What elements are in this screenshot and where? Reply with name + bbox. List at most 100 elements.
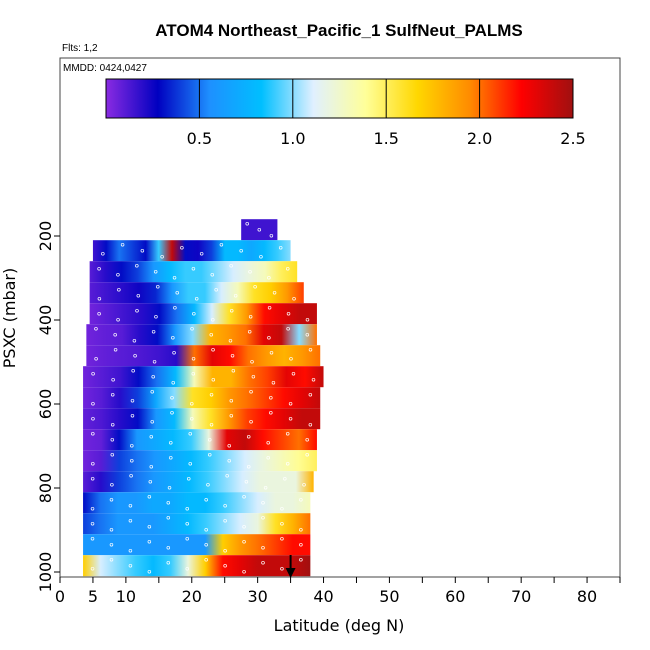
sample-marker bbox=[149, 434, 154, 439]
sample-marker bbox=[250, 359, 254, 364]
sample-marker bbox=[147, 539, 152, 544]
sample-marker bbox=[90, 476, 95, 481]
sample-marker bbox=[288, 416, 293, 421]
sample-marker bbox=[231, 368, 236, 373]
sample-marker bbox=[199, 251, 204, 256]
sample-marker bbox=[311, 377, 316, 382]
sample-marker bbox=[169, 440, 173, 445]
sample-marker bbox=[263, 485, 268, 490]
sample-marker bbox=[171, 380, 175, 385]
sample-marker bbox=[186, 476, 191, 481]
x-tick-label: 40 bbox=[313, 587, 333, 606]
sample-marker bbox=[280, 536, 284, 541]
sample-marker bbox=[223, 548, 227, 553]
sample-marker bbox=[190, 326, 194, 331]
sample-marker bbox=[130, 398, 135, 403]
sample-marker bbox=[188, 431, 193, 436]
sample-marker bbox=[136, 293, 141, 298]
sample-marker bbox=[249, 389, 253, 394]
heatmap-row bbox=[89, 261, 298, 283]
sample-marker bbox=[166, 560, 171, 565]
sample-marker bbox=[267, 335, 271, 340]
sample-marker bbox=[227, 458, 231, 463]
sample-marker bbox=[229, 308, 234, 313]
sample-marker bbox=[117, 287, 121, 292]
y-tick-label: 800 bbox=[36, 473, 55, 504]
colorbar-tick-label: 1.5 bbox=[373, 129, 398, 148]
sample-marker bbox=[214, 287, 218, 292]
sample-marker bbox=[285, 266, 290, 271]
sample-marker bbox=[269, 410, 273, 415]
x-tick-label: 10 bbox=[116, 587, 136, 606]
sample-marker bbox=[228, 338, 233, 343]
sample-marker bbox=[140, 248, 145, 253]
arrow-head bbox=[285, 568, 296, 578]
sample-marker bbox=[97, 266, 101, 271]
y-tick-label: 200 bbox=[36, 221, 55, 252]
sample-marker bbox=[135, 263, 139, 268]
sample-marker bbox=[211, 317, 215, 322]
sample-marker bbox=[94, 326, 98, 331]
heatmap-row bbox=[92, 240, 291, 262]
sample-marker bbox=[101, 251, 105, 256]
sample-marker bbox=[191, 371, 196, 376]
sample-marker bbox=[188, 461, 193, 466]
sample-marker bbox=[151, 374, 155, 379]
sample-marker bbox=[229, 413, 234, 418]
heatmap-row bbox=[89, 303, 317, 325]
sample-marker bbox=[204, 542, 208, 547]
colorbar-tick-label: 0.5 bbox=[187, 129, 212, 148]
sample-marker bbox=[206, 482, 210, 487]
sample-marker bbox=[172, 275, 177, 280]
sample-marker bbox=[131, 368, 135, 373]
sample-marker bbox=[291, 371, 296, 376]
sample-marker bbox=[130, 458, 134, 463]
sample-marker bbox=[272, 290, 277, 295]
sample-marker bbox=[257, 227, 262, 232]
sample-marker bbox=[299, 557, 303, 562]
heatmap-row bbox=[83, 492, 311, 514]
sample-marker bbox=[192, 311, 196, 316]
sample-marker bbox=[190, 416, 194, 421]
sample-marker bbox=[299, 527, 303, 532]
sample-marker bbox=[120, 242, 125, 247]
heatmap-row bbox=[83, 471, 314, 493]
sample-marker bbox=[207, 437, 212, 442]
x-tick-label: 5 bbox=[88, 587, 98, 606]
sample-marker bbox=[209, 422, 214, 427]
heatmap-row bbox=[89, 282, 304, 304]
sample-marker bbox=[151, 329, 156, 334]
heatmap-row bbox=[83, 408, 321, 430]
sample-marker bbox=[209, 332, 214, 337]
sample-marker bbox=[156, 284, 160, 289]
heatmap-row bbox=[83, 534, 311, 556]
sample-marker bbox=[239, 248, 243, 253]
sample-marker bbox=[266, 440, 270, 445]
sample-marker bbox=[227, 443, 231, 448]
sample-marker bbox=[308, 347, 313, 352]
sample-marker bbox=[185, 536, 189, 541]
sample-marker bbox=[229, 398, 234, 403]
sample-marker bbox=[169, 455, 173, 460]
sample-marker bbox=[97, 311, 101, 316]
sample-marker bbox=[90, 506, 95, 511]
sample-marker bbox=[278, 245, 283, 250]
sample-marker bbox=[305, 452, 309, 457]
sample-marker bbox=[90, 521, 95, 526]
sample-marker bbox=[130, 443, 134, 448]
sample-marker bbox=[110, 437, 115, 442]
sample-marker bbox=[242, 494, 246, 499]
sample-marker bbox=[233, 293, 238, 298]
sample-marker bbox=[130, 413, 135, 418]
sample-marker bbox=[251, 374, 256, 379]
sample-marker bbox=[170, 395, 174, 400]
sample-marker bbox=[175, 290, 179, 295]
sample-marker bbox=[223, 563, 227, 568]
sample-marker bbox=[153, 269, 158, 274]
sample-marker bbox=[97, 296, 102, 301]
x-tick-label: 20 bbox=[182, 587, 202, 606]
sample-marker bbox=[253, 284, 257, 289]
sample-marker bbox=[160, 254, 164, 259]
sample-marker bbox=[261, 545, 265, 550]
colorbar: 0.5 1.0 1.5 2.0 2.5 bbox=[105, 78, 586, 148]
